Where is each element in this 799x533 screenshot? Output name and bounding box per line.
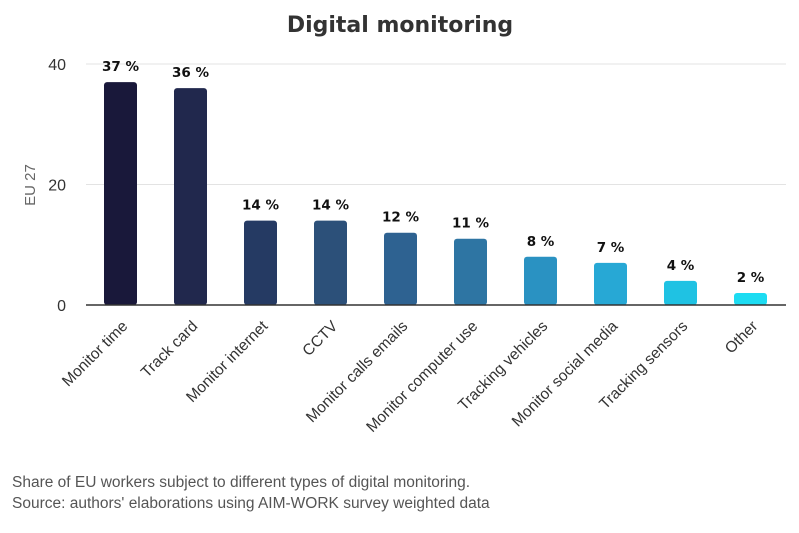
data-label: 11 % <box>452 216 489 232</box>
x-tick-label: Track card <box>138 318 201 381</box>
x-tick-label: CCTV <box>299 317 341 359</box>
bar <box>174 88 207 305</box>
chart-title: Digital monitoring <box>287 13 513 38</box>
chart-caption: Share of EU workers subject to different… <box>12 472 490 514</box>
caption-description: Share of EU workers subject to different… <box>12 474 471 491</box>
bar <box>314 220 347 305</box>
bar <box>524 256 557 305</box>
bar <box>664 280 697 305</box>
bar <box>104 82 137 305</box>
y-tick-label: 20 <box>48 178 66 195</box>
bar <box>734 292 767 305</box>
caption-source: Source: authors' elaborations using AIM-… <box>12 495 490 512</box>
y-tick-label: 40 <box>48 57 66 74</box>
x-tick-label: Other <box>722 318 761 357</box>
data-label: 12 % <box>382 210 419 226</box>
bar <box>384 232 417 305</box>
data-label: 37 % <box>102 59 139 75</box>
bar <box>244 220 277 305</box>
bar <box>594 262 627 305</box>
bar-chart: Digital monitoring 0 20 40 EU 27 37 % 36 % 1… <box>22 13 786 436</box>
data-label: 8 % <box>527 234 555 250</box>
data-label: 2 % <box>737 270 765 286</box>
data-label: 14 % <box>312 198 349 214</box>
bars <box>104 82 767 305</box>
data-label: 14 % <box>242 198 279 214</box>
y-axis-ticks: 0 20 40 <box>48 57 66 315</box>
data-label: 7 % <box>597 240 625 256</box>
x-tick-label: Monitor time <box>59 318 131 390</box>
bar <box>454 238 487 305</box>
y-tick-label: 0 <box>57 298 66 315</box>
data-label: 36 % <box>172 65 209 81</box>
data-labels: 37 % 36 % 14 % 14 % 12 % 11 % 8 % 7 % 4 % 2 % <box>102 59 765 286</box>
y-axis-label: EU 27 <box>22 164 39 206</box>
data-label: 4 % <box>667 258 695 274</box>
